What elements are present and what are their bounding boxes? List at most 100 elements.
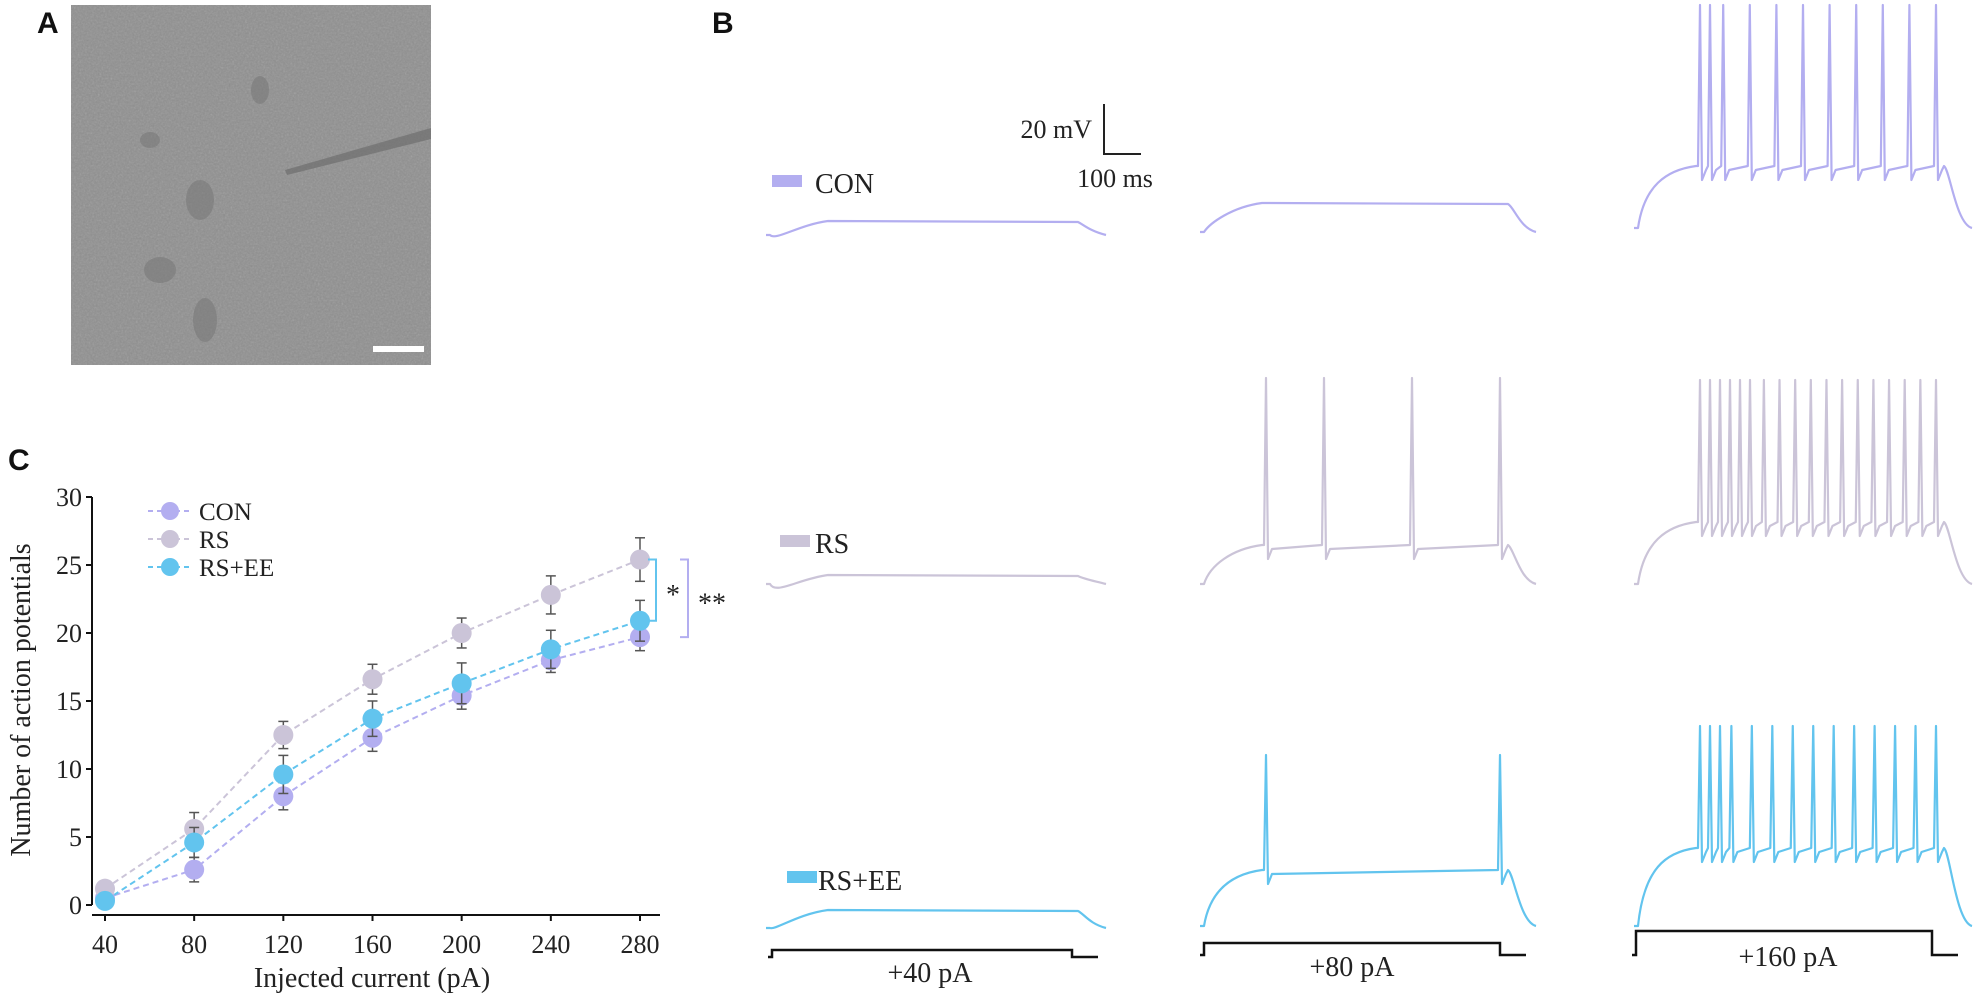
voltage-traces — [766, 3, 1973, 930]
legend-marker — [161, 502, 179, 520]
data-point-rs-ee — [451, 662, 472, 705]
y-tick-label: 0 — [69, 891, 82, 920]
trace-rs-ee-step-2 — [1634, 724, 1973, 928]
y-tick-label: 20 — [56, 619, 82, 648]
data-point-rs-ee — [362, 700, 383, 738]
data-point-rs — [451, 617, 472, 649]
legend-item-rs-ee: RS+EE — [148, 555, 274, 582]
marker-rs-ee — [273, 764, 294, 785]
current-steps: +40 pA +80 pA +160 pA — [768, 929, 1958, 989]
legend-item-con: CON — [148, 499, 252, 526]
scale-bar-voltage: 20 mV — [1021, 115, 1093, 144]
step-label-40: +40 pA — [887, 958, 973, 989]
x-tick-label: 40 — [92, 930, 118, 959]
y-tick-label: 5 — [69, 823, 82, 852]
group-swatch-con — [772, 175, 802, 187]
x-axis-title: Injected current (pA) — [254, 963, 490, 994]
panel-b-label: B — [712, 7, 734, 40]
group-label-con: CON — [815, 169, 874, 200]
trace-con-step-1 — [1200, 201, 1537, 234]
y-tick-label: 10 — [56, 755, 82, 784]
data-point-rs-ee — [273, 754, 294, 795]
x-tick-label: 280 — [621, 930, 660, 959]
trace-con-step-0 — [766, 219, 1107, 238]
data-point-rs-ee — [184, 826, 205, 859]
y-tick-label: 25 — [56, 551, 82, 580]
data-point-con — [184, 856, 205, 883]
patch-pipette — [285, 128, 431, 175]
x-tick-label: 200 — [442, 930, 481, 959]
legend-label: CON — [199, 499, 252, 526]
trace-scale-bar: 20 mV 100 ms — [1021, 104, 1153, 193]
marker-rs-ee — [630, 610, 650, 631]
trace-rs-step-1 — [1200, 376, 1537, 586]
data-point-rs-ee — [95, 890, 115, 911]
significance-bracket — [648, 558, 657, 622]
data-point-rs-ee — [540, 629, 561, 670]
legend-label: RS+EE — [199, 555, 274, 582]
scale-bar-time: 100 ms — [1077, 164, 1153, 193]
group-label-rs-ee: RS+EE — [818, 866, 902, 897]
marker-rs-ee — [95, 890, 115, 911]
marker-rs-ee — [362, 708, 383, 729]
legend-marker — [161, 530, 179, 548]
legend-marker — [161, 558, 179, 576]
marker-rs-ee — [184, 832, 205, 853]
y-tick-label: 15 — [56, 687, 82, 716]
x-tick-label: 160 — [353, 930, 392, 959]
marker-rs-ee — [540, 639, 561, 660]
x-tick-label: 240 — [531, 930, 570, 959]
x-tick-label: 80 — [181, 930, 207, 959]
data-point-rs — [540, 575, 561, 615]
marker-con — [184, 859, 205, 880]
data-point-rs — [362, 663, 383, 695]
y-axis-title: Number of action potentials — [6, 543, 37, 856]
marker-rs-ee — [451, 673, 472, 694]
group-swatch-rs — [780, 535, 810, 547]
marker-rs — [362, 669, 383, 690]
chart-series — [95, 537, 650, 911]
panel-c-label: C — [8, 444, 30, 477]
marker-rs — [540, 584, 561, 605]
significance-label: * — [666, 580, 680, 611]
significance-bracket — [680, 558, 689, 639]
step-protocol-80 — [1200, 941, 1526, 957]
x-tick-label: 120 — [264, 930, 303, 959]
micrograph — [71, 5, 431, 365]
marker-con — [362, 727, 383, 748]
marker-rs — [451, 623, 472, 643]
line-chart: 0 5 10 15 20 25 30 40 80 120 160 200 240 280 CONRSRS+… — [6, 483, 726, 994]
chart-axes: 0 5 10 15 20 25 30 40 80 120 160 200 240 280 — [56, 483, 660, 959]
step-label-80: +80 pA — [1309, 952, 1395, 983]
micrograph-texture — [71, 5, 431, 365]
legend-item-rs: RS — [148, 527, 230, 554]
trace-con-step-2 — [1634, 3, 1973, 230]
trace-rs-step-2 — [1634, 378, 1973, 586]
step-label-160: +160 pA — [1738, 942, 1838, 973]
trace-rs-step-0 — [766, 573, 1107, 589]
marker-rs — [630, 549, 650, 570]
data-point-rs — [630, 537, 650, 583]
group-labels: CON RS RS+EE — [772, 169, 902, 897]
data-point-con — [273, 781, 294, 811]
step-protocol-40 — [768, 948, 1098, 959]
group-label-rs: RS — [815, 529, 849, 560]
significance-label: ** — [698, 588, 726, 619]
trace-rs-ee-step-0 — [766, 908, 1107, 930]
scale-bar-lines — [1103, 104, 1141, 155]
trace-rs-ee-step-1 — [1200, 753, 1537, 928]
y-tick-label: 30 — [56, 483, 82, 512]
data-point-rs — [273, 720, 294, 750]
panel-a-label: A — [37, 7, 59, 40]
cell-shapes — [140, 76, 269, 342]
data-point-rs-ee — [630, 599, 650, 642]
marker-con — [273, 786, 294, 807]
group-swatch-rs-ee — [787, 871, 817, 883]
micrograph-scale-bar — [373, 346, 424, 352]
marker-rs — [273, 725, 294, 745]
significance-brackets: * ** — [648, 558, 726, 639]
step-protocol-160 — [1632, 929, 1958, 957]
legend-label: RS — [199, 527, 230, 554]
